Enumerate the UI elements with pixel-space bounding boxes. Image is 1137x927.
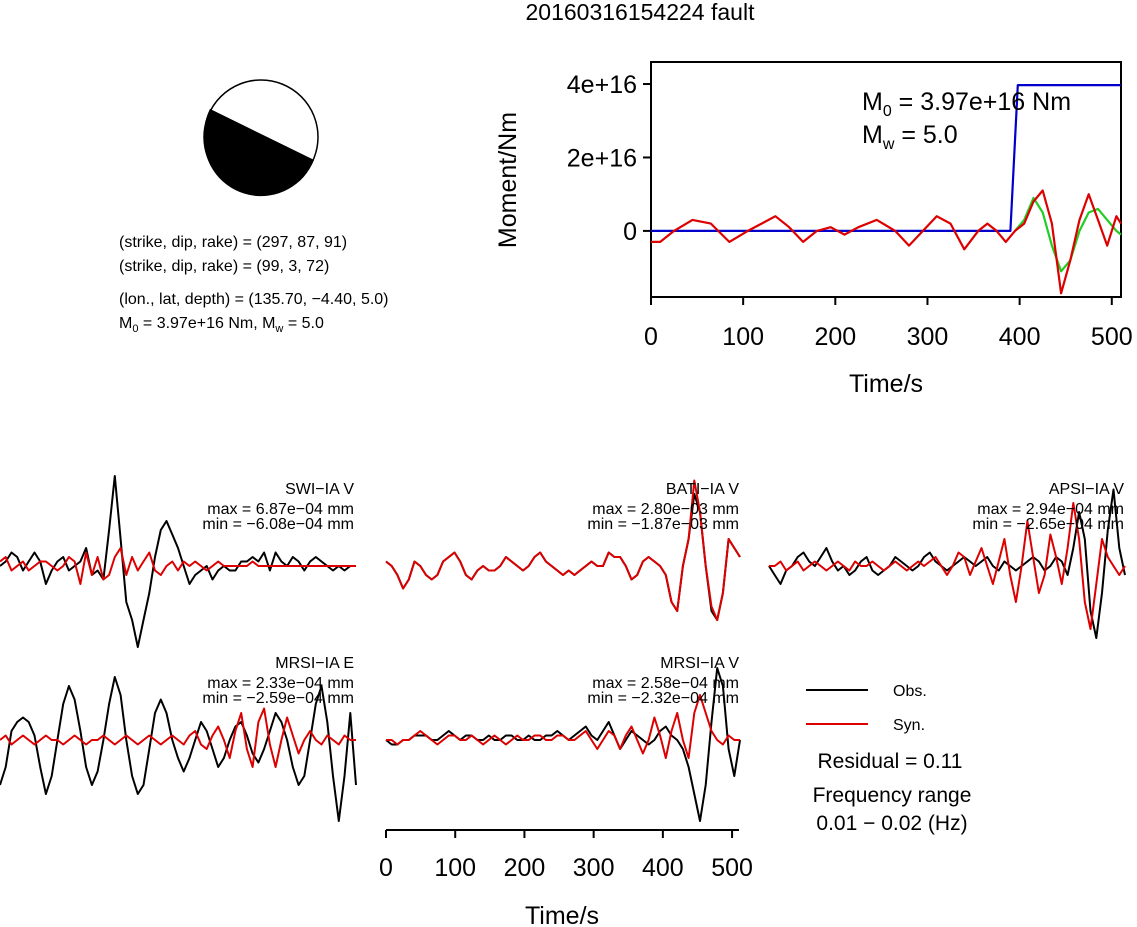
observed-waveform	[0, 676, 357, 822]
mechanism-nodal-plane-1: (strike, dip, rake) = (297, 87, 91)	[119, 234, 347, 251]
waveform-x-tick-label: 500	[711, 854, 753, 882]
frequency-range-value: 0.01 − 0.02 (Hz)	[816, 812, 967, 835]
waveform-max-label: max = 2.58e−04 mm	[592, 675, 739, 692]
waveform-station-label: MRSI−IA E	[275, 655, 354, 672]
legend-obs-label: Obs.	[893, 683, 927, 700]
waveform-x-tick-label: 0	[379, 854, 393, 882]
moment-y-tick-label: 0	[623, 218, 637, 246]
synthetic-waveform	[385, 479, 741, 621]
moment-y-axis-label: Moment/Nm	[494, 112, 522, 248]
waveform-x-axis: 0 100 200 300 400 500	[379, 829, 753, 882]
synthetic-waveform	[0, 547, 356, 585]
moment-x-tick-label: 500	[1091, 323, 1133, 351]
waveform-station-label: APSI−IA V	[1049, 481, 1124, 498]
waveform-min-label: min = −1.87e−03 mm	[587, 516, 739, 533]
waveform-x-tick-label: 100	[434, 854, 476, 882]
waveform-x-tick-label: 400	[642, 854, 684, 882]
waveform-x-tick-label: 200	[504, 854, 546, 882]
frequency-range-title: Frequency range	[813, 784, 972, 807]
legend-syn-label: Syn.	[893, 717, 925, 734]
moment-x-tick-label: 300	[907, 323, 949, 351]
moment-annotation-m0: M0 = 3.97e+16 Nm	[862, 88, 1071, 120]
moment-plot-frame	[650, 61, 1122, 298]
focal-mechanism-beachball	[203, 79, 319, 197]
waveform-x-tick-label: 300	[573, 854, 615, 882]
waveform-min-label: min = −2.59e−04 mm	[202, 690, 354, 707]
mechanism-moment-magnitude: M0 = 3.97e+16 Nm, Mw = 5.0	[119, 315, 324, 335]
moment-red-waveform-line	[651, 189, 1122, 295]
moment-x-axis: 0 100 200 300 400 500	[644, 297, 1133, 351]
moment-x-axis-label: Time/s	[849, 370, 923, 398]
moment-series-group	[651, 83, 1122, 295]
moment-y-tick-label: 4e+16	[567, 71, 637, 99]
waveform-min-label: min = −2.32e−04 mm	[587, 690, 739, 707]
synthetic-waveform	[0, 707, 356, 768]
waveform-max-label: max = 2.80e−03 mm	[592, 501, 739, 518]
residual-text: Residual = 0.11	[818, 750, 963, 773]
waveform-station-label: SWI−IA V	[285, 481, 354, 498]
figure-title: 20160316154224 fault	[526, 0, 756, 25]
moment-x-tick-label: 100	[722, 323, 764, 351]
beachball-compressional-fill	[203, 109, 314, 197]
moment-function-line	[651, 83, 1121, 232]
moment-rate-chart: 0 2e+16 4e+16 0 100 200 300 400 500 M0 = 3.97e+…	[494, 61, 1133, 398]
waveform-min-label: min = −6.08e−04 mm	[202, 516, 354, 533]
observed-waveform	[768, 488, 1126, 639]
moment-y-tick-label: 2e+16	[567, 144, 637, 172]
moment-x-tick-label: 200	[814, 323, 856, 351]
waveform-x-axis-label: Time/s	[525, 902, 599, 927]
moment-x-tick-label: 0	[644, 323, 658, 351]
moment-x-tick-label: 400	[999, 323, 1041, 351]
waveform-max-label: max = 2.94e−04 mm	[977, 501, 1124, 518]
waveform-station-label: BATI−IA V	[666, 481, 739, 498]
waveform-station-label: MRSI−IA V	[660, 655, 739, 672]
mechanism-location: (lon., lat, depth) = (135.70, −4.40, 5.0…	[119, 291, 389, 308]
waveform-legend: Obs. Syn.	[806, 683, 927, 734]
moment-y-axis: 0 2e+16 4e+16	[567, 71, 651, 246]
synthetic-waveform	[386, 694, 740, 759]
waveform-max-label: max = 6.87e−04 mm	[207, 501, 354, 518]
waveform-max-label: max = 2.33e−04 mm	[207, 675, 354, 692]
waveform-min-label: min = −2.65e−04 mm	[972, 516, 1124, 533]
observed-waveform	[0, 475, 356, 648]
mechanism-nodal-plane-2: (strike, dip, rake) = (99, 3, 72)	[119, 258, 329, 275]
synthetic-waveform	[769, 502, 1126, 630]
moment-annotation-mw: Mw = 5.0	[862, 121, 958, 153]
